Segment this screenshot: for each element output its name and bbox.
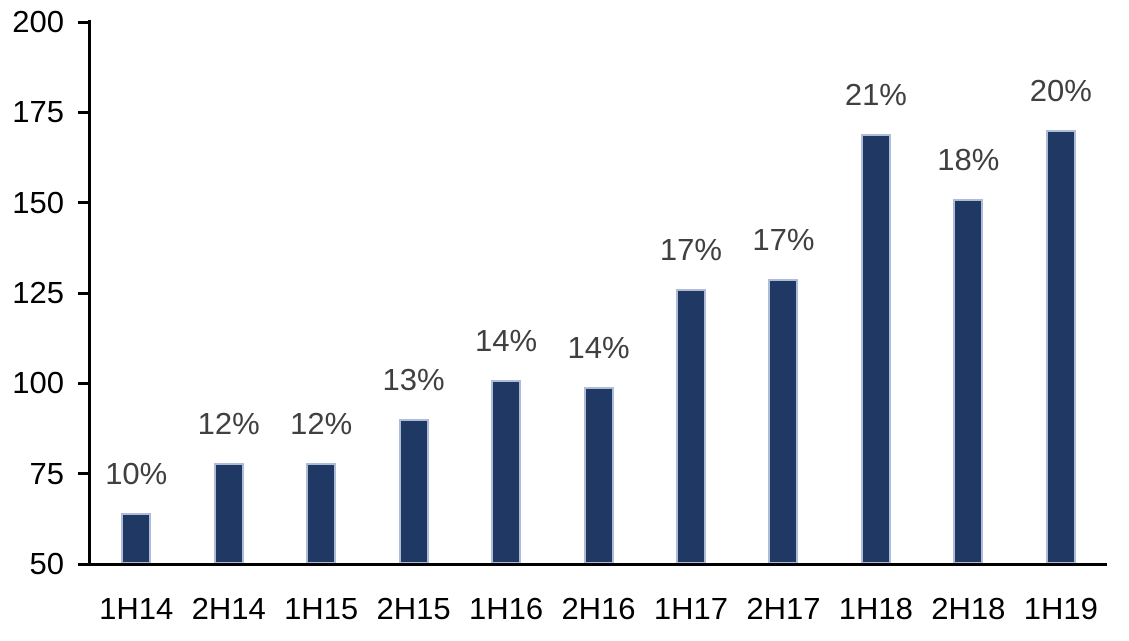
y-axis-tick bbox=[78, 201, 90, 205]
bar bbox=[491, 380, 522, 564]
bar bbox=[953, 199, 984, 564]
x-axis-category-label: 1H15 bbox=[284, 591, 359, 626]
bar-value-label: 13% bbox=[382, 362, 445, 397]
y-axis-line bbox=[88, 20, 91, 566]
y-axis-tick bbox=[78, 472, 90, 476]
bar-value-label: 12% bbox=[197, 406, 260, 441]
y-axis-tick bbox=[78, 381, 90, 385]
y-axis-tick-label: 75 bbox=[29, 455, 64, 491]
x-axis-line bbox=[78, 562, 1107, 566]
x-axis-category-label: 2H17 bbox=[746, 591, 821, 626]
x-axis-category-label: 1H19 bbox=[1023, 591, 1098, 626]
bar bbox=[860, 134, 891, 564]
bar bbox=[768, 279, 799, 564]
bar-value-label: 18% bbox=[937, 142, 1000, 177]
y-axis-tick-label: 175 bbox=[12, 94, 64, 130]
x-axis-category-label: 1H14 bbox=[99, 591, 174, 626]
bar-value-label: 12% bbox=[290, 406, 353, 441]
bar bbox=[213, 463, 244, 564]
x-axis-category-label: 1H17 bbox=[653, 591, 728, 626]
bar-value-label: 10% bbox=[105, 456, 168, 491]
y-axis-tick bbox=[78, 291, 90, 295]
y-axis-tick-label: 200 bbox=[12, 4, 64, 39]
y-axis-tick-label: 100 bbox=[12, 365, 64, 401]
x-axis-category-label: 2H16 bbox=[561, 591, 636, 626]
x-axis-category-label: 2H18 bbox=[931, 591, 1006, 626]
y-axis-tick bbox=[78, 20, 90, 24]
y-axis-tick-label: 125 bbox=[12, 275, 64, 310]
x-axis-category-label: 1H18 bbox=[838, 591, 913, 626]
bar bbox=[675, 289, 706, 564]
bar bbox=[306, 463, 337, 564]
bar-value-label: 17% bbox=[659, 232, 722, 267]
y-axis-tick bbox=[78, 110, 90, 114]
bar-value-label: 14% bbox=[475, 323, 538, 358]
x-axis-category-label: 2H14 bbox=[191, 591, 266, 626]
y-axis-tick-label: 150 bbox=[12, 184, 64, 220]
x-axis-category-label: 1H16 bbox=[468, 591, 544, 626]
bar-value-label: 14% bbox=[567, 330, 630, 365]
bar-value-label: 21% bbox=[844, 77, 907, 112]
y-axis-tick-label: 50 bbox=[29, 546, 64, 581]
bar bbox=[583, 387, 614, 564]
bar bbox=[121, 513, 152, 564]
bar bbox=[1045, 130, 1076, 564]
bar-value-label: 20% bbox=[1029, 73, 1092, 108]
bar-value-label: 17% bbox=[752, 222, 815, 257]
x-axis-category-label: 2H15 bbox=[376, 591, 451, 626]
bar bbox=[398, 419, 429, 564]
